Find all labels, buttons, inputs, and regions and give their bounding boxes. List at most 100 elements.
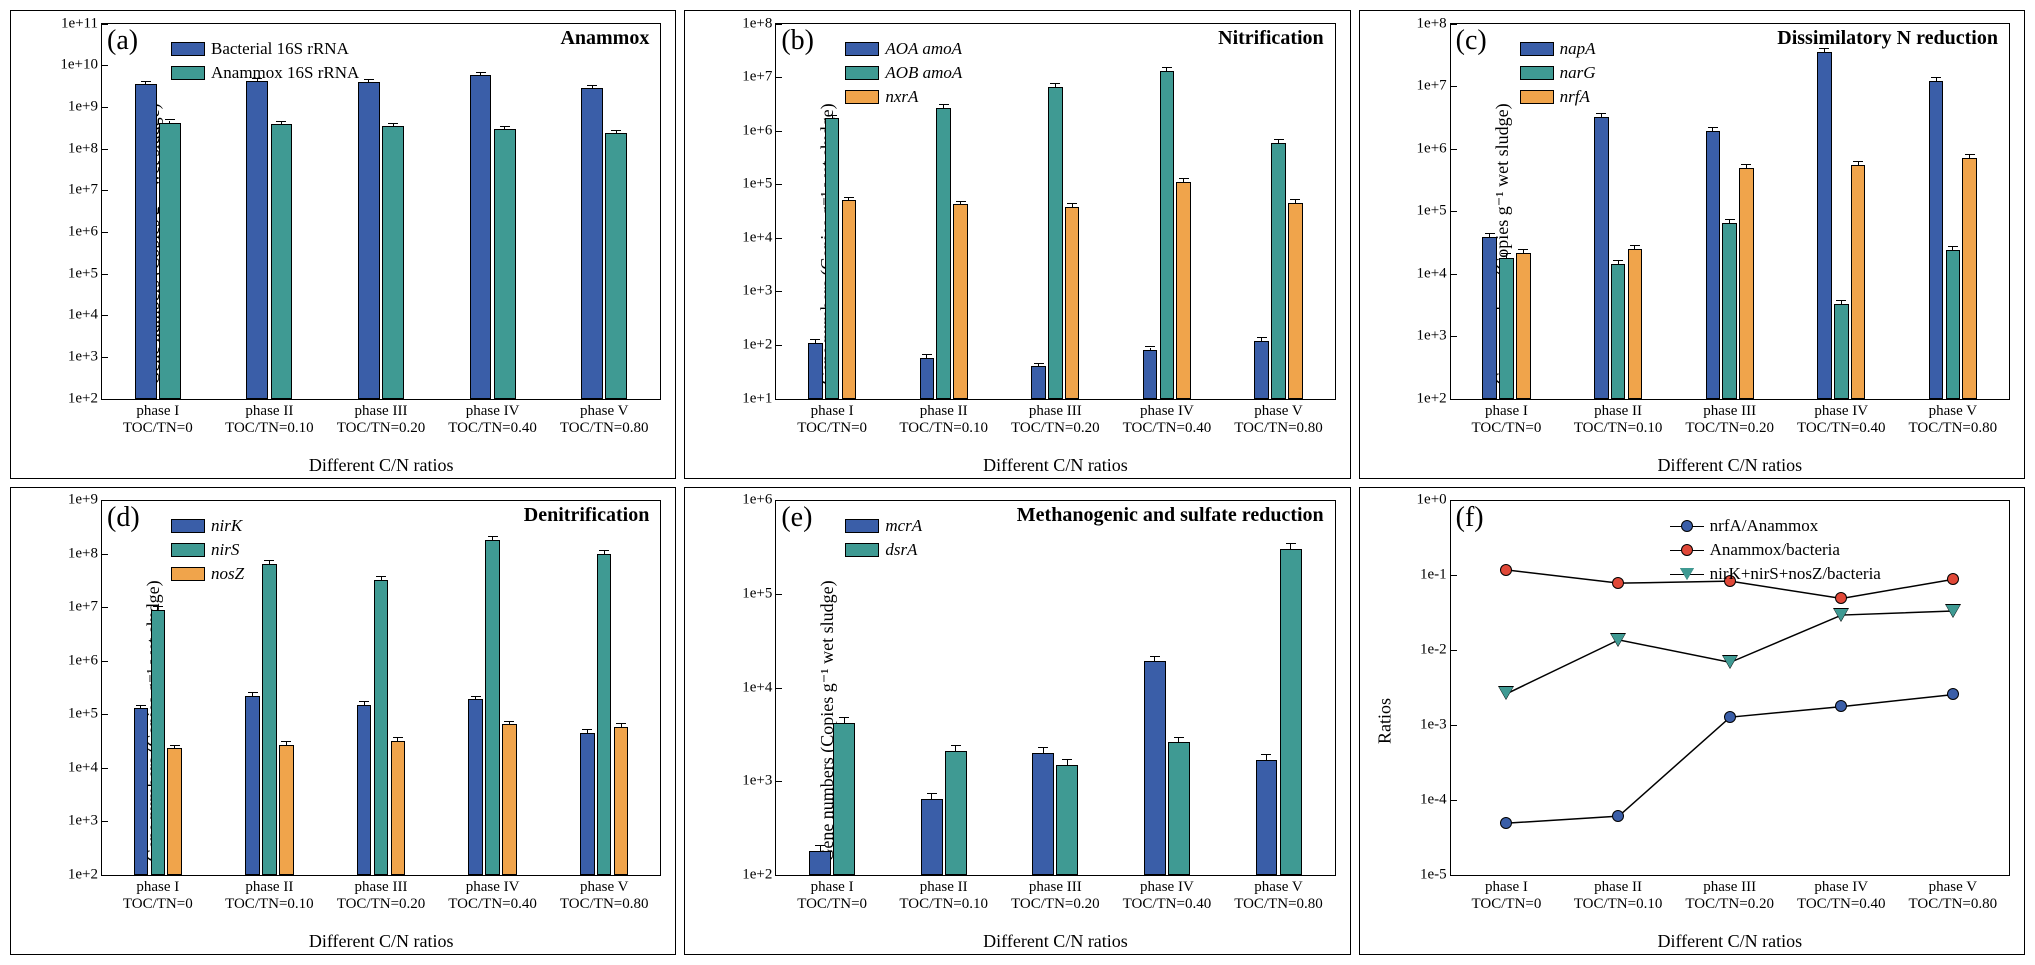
error-bar <box>621 724 622 727</box>
legend-swatch <box>845 66 879 80</box>
y-tick-label: 1e-5 <box>1420 867 1447 884</box>
error-cap <box>1261 754 1271 755</box>
bar <box>245 696 260 875</box>
bar <box>1851 165 1866 399</box>
x-category-label: phase VTOC/TN=0.80 <box>1234 879 1323 914</box>
y-tick-label: 1e+3 <box>742 283 772 300</box>
data-point <box>1723 656 1737 668</box>
legend-item: mcrA <box>845 516 922 536</box>
y-tick <box>102 821 108 822</box>
error-cap <box>165 119 175 120</box>
bar <box>945 751 967 875</box>
error-bar <box>1969 155 1970 158</box>
error-bar <box>1154 657 1155 662</box>
x-category-label: phase IITOC/TN=0.10 <box>225 879 314 914</box>
bar <box>468 699 483 875</box>
error-bar <box>1166 68 1167 71</box>
y-tick-label: 1e+5 <box>742 585 772 602</box>
x-category-label: phase IITOC/TN=0.10 <box>899 879 988 914</box>
error-bar <box>397 738 398 741</box>
error-bar <box>364 702 365 705</box>
legend-item: nirK+nirS+nosZ/bacteria <box>1670 564 1881 584</box>
error-bar <box>820 846 821 851</box>
x-category-label: phase IVTOC/TN=0.40 <box>448 403 537 438</box>
bar <box>580 733 595 875</box>
error-cap <box>951 745 961 746</box>
legend: nirKnirSnosZ <box>171 516 244 584</box>
x-category-label: phase ITOC/TN=0 <box>123 403 193 438</box>
y-tick <box>102 399 108 400</box>
y-tick <box>776 688 782 689</box>
legend-item: napA <box>1520 39 1596 59</box>
bar <box>581 88 603 398</box>
y-tick-label: 1e-4 <box>1420 792 1447 809</box>
data-point <box>1946 605 1960 617</box>
legend-swatch <box>845 519 879 533</box>
x-axis-label: Different C/N ratios <box>775 455 1335 476</box>
error-bar <box>1746 165 1747 168</box>
error-bar <box>1178 738 1179 743</box>
legend-item: nxrA <box>845 87 962 107</box>
data-point <box>1499 687 1513 699</box>
panel-c: (c)Dissimilatory N reductionGene numbers… <box>1359 10 2025 479</box>
error-cap <box>141 81 151 82</box>
x-category-label: phase IIITOC/TN=0.20 <box>337 879 426 914</box>
error-cap <box>364 79 374 80</box>
y-tick <box>102 768 108 769</box>
data-point <box>1835 592 1847 604</box>
error-bar <box>1183 179 1184 182</box>
error-bar <box>587 730 588 733</box>
error-cap <box>376 576 386 577</box>
legend-label: nrfA <box>1560 87 1590 107</box>
y-tick <box>102 107 108 108</box>
y-tick-label: 1e+4 <box>742 229 772 246</box>
y-tick <box>102 274 108 275</box>
data-point <box>1834 609 1848 621</box>
x-category-label: phase IITOC/TN=0.10 <box>225 403 314 438</box>
bar <box>1256 760 1278 875</box>
legend-label: Bacterial 16S rRNA <box>211 39 349 59</box>
error-cap <box>1067 203 1077 204</box>
y-tick-label: 1e+6 <box>68 652 98 669</box>
error-cap <box>1596 113 1606 114</box>
error-bar <box>509 722 510 725</box>
bar <box>1271 143 1286 399</box>
error-cap <box>1062 759 1072 760</box>
error-bar <box>174 746 175 749</box>
error-cap <box>611 130 621 131</box>
bar <box>1594 117 1609 399</box>
error-bar <box>492 537 493 540</box>
error-cap <box>587 85 597 86</box>
bar <box>1176 182 1191 399</box>
error-cap <box>393 737 403 738</box>
error-cap <box>616 723 626 724</box>
y-tick-label: 1e+5 <box>68 265 98 282</box>
y-tick <box>776 77 782 78</box>
error-bar <box>393 124 394 126</box>
error-cap <box>500 126 510 127</box>
error-cap <box>1741 164 1751 165</box>
y-tick <box>102 661 108 662</box>
legend-label: nirK+nirS+nosZ/bacteria <box>1710 564 1881 584</box>
error-cap <box>1038 747 1048 748</box>
bar <box>1143 350 1158 398</box>
error-cap <box>264 560 274 561</box>
y-tick-label: 1e+2 <box>742 867 772 884</box>
legend-label: nirK <box>211 516 242 536</box>
bar <box>842 200 857 398</box>
bar <box>1962 158 1977 398</box>
legend-label: Anammox 16S rRNA <box>211 63 359 83</box>
x-category-label: phase ITOC/TN=0 <box>797 403 867 438</box>
error-cap <box>1853 161 1863 162</box>
bar <box>809 851 831 875</box>
bar <box>920 358 935 399</box>
bar <box>134 708 149 875</box>
y-tick <box>102 190 108 191</box>
x-category-label: phase ITOC/TN=0 <box>1472 403 1542 438</box>
y-tick-label: 1e+7 <box>742 69 772 86</box>
error-cap <box>388 123 398 124</box>
y-tick <box>1451 800 1457 801</box>
bar <box>605 133 627 399</box>
error-bar <box>931 794 932 799</box>
x-category-label: phase IIITOC/TN=0.20 <box>1685 403 1774 438</box>
